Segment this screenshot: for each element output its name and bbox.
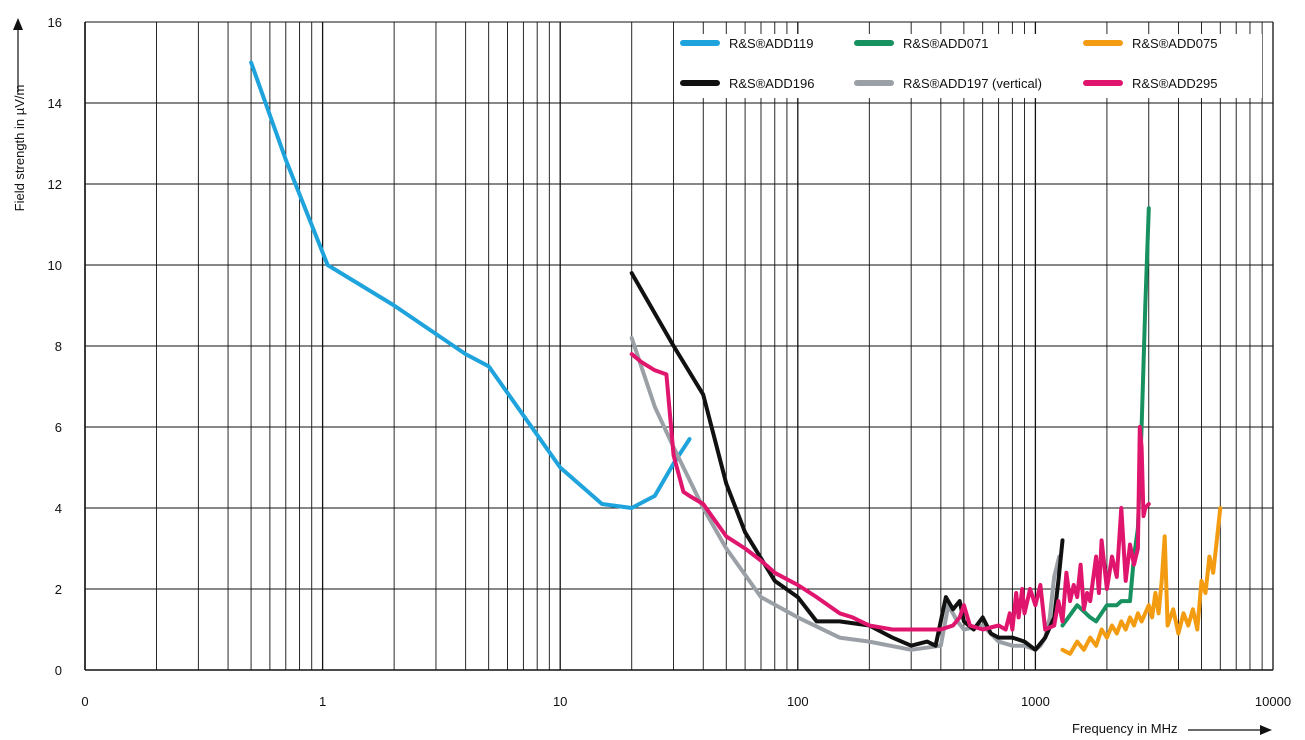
- legend-label: R&S®ADD071: [903, 36, 988, 51]
- legend-background: [676, 34, 1262, 98]
- legend-label: R&S®ADD295: [1132, 76, 1217, 91]
- y-tick-label: 6: [55, 420, 62, 435]
- y-tick-label: 4: [55, 501, 62, 516]
- y-tick-label: 0: [55, 663, 62, 678]
- legend: R&S®ADD119 R&S®ADD071 R&S®ADD075 R&S®ADD196…: [676, 34, 1262, 98]
- y-tick-label: 2: [55, 582, 62, 597]
- y-tick-label: 12: [48, 177, 62, 192]
- x-tick-label: 0: [81, 694, 88, 709]
- x-tick-label: 1000: [1021, 694, 1050, 709]
- y-tick-label: 10: [48, 258, 62, 273]
- legend-label: R&S®ADD075: [1132, 36, 1217, 51]
- y-axis-label: Field strength in µV/m: [12, 85, 27, 212]
- legend-label: R&S®ADD197 (vertical): [903, 76, 1042, 91]
- x-tick-label: 100: [787, 694, 809, 709]
- x-tick-label: 10000: [1255, 694, 1291, 709]
- x-axis-arrow: [1188, 725, 1272, 735]
- x-axis-label: Frequency in MHz: [1072, 721, 1177, 736]
- series-lines: [249, 60, 1223, 656]
- legend-label: R&S®ADD119: [729, 36, 813, 51]
- y-tick-label: 8: [55, 339, 62, 354]
- series-line-r-s-add295: [629, 352, 1151, 632]
- series-line-r-s-add075: [1060, 506, 1223, 656]
- x-tick-label: 1: [319, 694, 326, 709]
- axes: [84, 22, 1273, 671]
- y-axis-arrow: [13, 18, 23, 92]
- y-tick-label: 14: [48, 96, 62, 111]
- x-tick-label: 10: [553, 694, 567, 709]
- legend-label: R&S®ADD196: [729, 76, 814, 91]
- y-tick-label: 16: [48, 15, 62, 30]
- tick-labels: 0 2 4 6 8 10 12 14 16 0 1 10 100 1000 10000: [48, 15, 1292, 709]
- series-line-r-s-add119: [249, 60, 692, 510]
- grid: [84, 21, 1274, 671]
